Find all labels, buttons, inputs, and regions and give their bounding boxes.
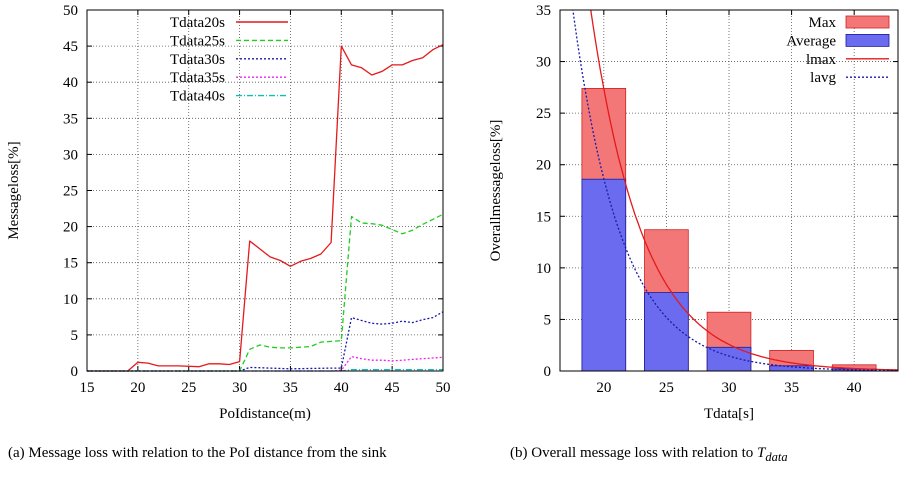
caption-b-symbol: T	[757, 445, 766, 461]
a-y-tick-label: 30	[63, 147, 78, 163]
a-y-tick-label: 40	[63, 75, 78, 91]
b-curve-lmax	[590, 10, 898, 371]
caption-a: (a) Message loss with relation to the Po…	[8, 445, 387, 461]
b-y-tick-label: 30	[536, 55, 551, 71]
a-legend-label: Tdata40s	[170, 89, 225, 105]
chart-overall-message-loss-vs-tdata: 20 25 30 35 40 0 5 10 15 20 25 30 35 Tdata[s] Overallm…	[488, 3, 899, 422]
figure: 15 20 25 30 35 40 45 5005101520253035404550PoId…	[6, 3, 899, 422]
b-legend-swatch-max	[845, 15, 890, 29]
b-y-axis-label: Overallmessageloss[%]	[488, 120, 504, 262]
b-legend-label: Max	[809, 15, 837, 31]
caption-b-text: (b) Overall message loss with relation t…	[510, 445, 758, 461]
a-y-tick-label: 45	[63, 39, 78, 55]
a-y-tick-label: 20	[63, 220, 78, 236]
b-y-tick-label: 10	[536, 261, 551, 277]
b-plot-frame	[559, 9, 899, 372]
a-x-tick-label: 45	[385, 380, 400, 396]
a-y-tick-label: 5	[71, 328, 79, 344]
a-legend-label: Tdata20s	[170, 15, 225, 31]
a-series-line-tdata25s	[87, 213, 444, 372]
a-y-tick-label: 25	[63, 184, 78, 200]
b-x-tick-label: 40	[847, 380, 862, 396]
caption-b: (b) Overall message loss with relation t…	[510, 444, 910, 467]
b-legend-swatch-average	[845, 34, 890, 47]
a-x-tick-label: 15	[80, 380, 95, 396]
a-x-tick-label: 20	[130, 380, 145, 396]
b-y-tick-label: 25	[536, 106, 551, 122]
b-bar-average	[581, 178, 627, 372]
b-x-tick-label: 20	[596, 380, 611, 396]
a-x-tick-label: 35	[283, 380, 298, 396]
b-y-tick-label: 5	[544, 312, 552, 328]
a-x-tick-label: 30	[232, 380, 247, 396]
a-y-tick-label: 15	[63, 256, 78, 272]
caption-b-subscript: data	[765, 450, 788, 464]
b-legend-label: lmax	[806, 52, 836, 68]
b-curve-lavg	[572, 10, 898, 371]
a-x-tick-label: 25	[181, 380, 196, 396]
a-y-tick-label: 35	[63, 111, 78, 127]
b-y-tick-label: 0	[544, 364, 552, 380]
b-x-tick-label: 35	[784, 380, 799, 396]
a-series-line-tdata30s	[87, 311, 444, 372]
b-y-tick-label: 20	[536, 158, 551, 174]
b-x-tick-label: 25	[659, 380, 674, 396]
b-legend-label: lavg	[810, 70, 836, 86]
b-bar-average	[644, 292, 689, 372]
a-y-tick-label: 0	[71, 364, 79, 380]
a-legend-label: Tdata25s	[170, 33, 225, 49]
a-series-line-tdata20s	[87, 44, 444, 372]
b-y-tick-label: 15	[536, 209, 551, 225]
a-x-tick-label: 50	[436, 380, 451, 396]
a-x-tick-label: 40	[334, 380, 349, 396]
a-legend-label: Tdata35s	[170, 70, 225, 86]
a-x-axis-label: PoIdistance(m)	[219, 406, 311, 422]
b-x-axis-label: Tdata[s]	[704, 406, 754, 422]
b-y-tick-label: 35	[536, 3, 551, 19]
b-legend-label: Average	[786, 33, 836, 49]
a-series-line-tdata35s	[87, 355, 444, 372]
a-plot-frame	[86, 9, 444, 372]
a-legend-label: Tdata30s	[170, 52, 225, 68]
b-x-tick-label: 30	[722, 380, 737, 396]
chart-message-loss-vs-distance: 15 20 25 30 35 40 45 50 0 5 10 15 20 25 30 35 40 45 50 PoId…	[6, 3, 451, 422]
a-y-axis-label: Messageloss[%]	[6, 141, 22, 239]
a-y-tick-label: 50	[63, 3, 78, 19]
a-y-tick-label: 10	[63, 292, 78, 308]
a-series-line-tdata40s	[87, 368, 443, 372]
